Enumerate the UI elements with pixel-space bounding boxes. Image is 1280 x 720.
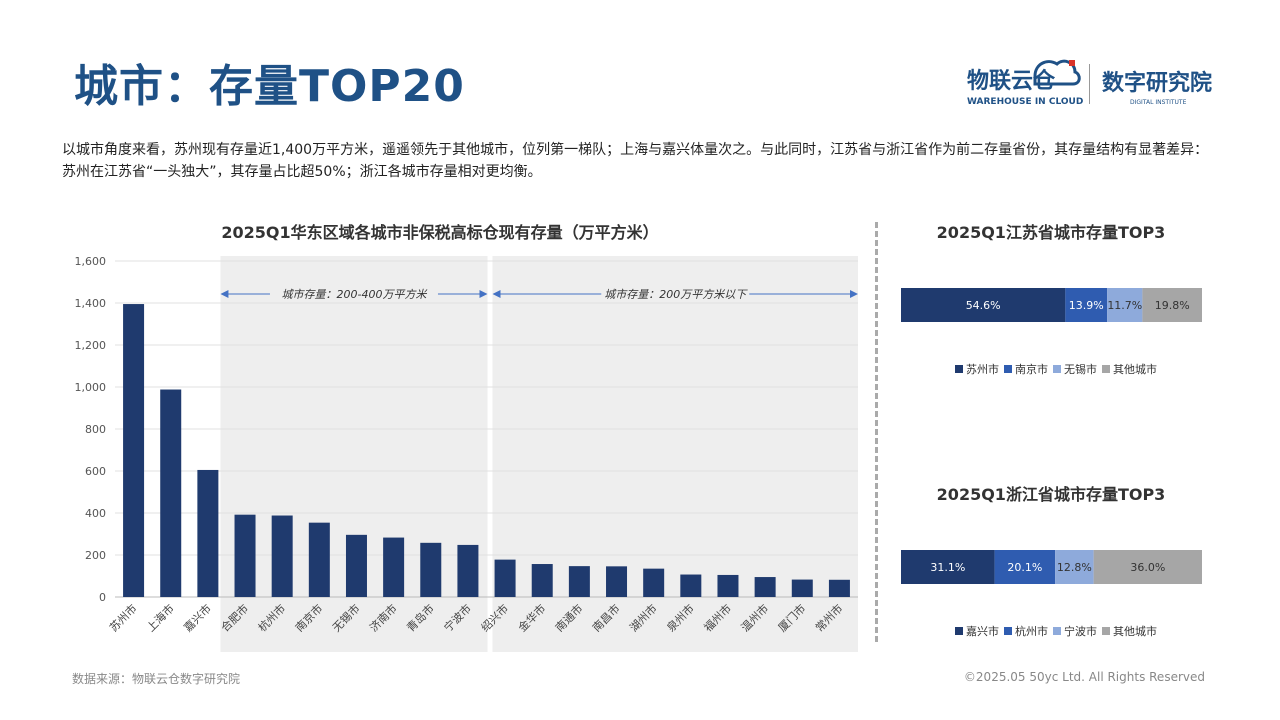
logo2-name: 数字研究院 [1102, 70, 1212, 96]
bar-嘉兴市 [197, 469, 219, 597]
zhejiang-title: 2025Q1浙江省城市存量TOP3 [937, 485, 1166, 504]
jiangsu-legend-label: 苏州市 [966, 362, 999, 376]
jiangsu-legend-label: 南京市 [1015, 362, 1048, 376]
bar-常州市 [828, 579, 850, 597]
y-tick-label: 1,200 [75, 339, 107, 352]
divider-dashed [875, 222, 878, 642]
jiangsu-segment-无锡市 [1107, 288, 1143, 322]
zhejiang-segment-其他城市 [1093, 550, 1202, 584]
jiangsu-stacked-chart: 2025Q1江苏省城市存量TOP3 54.6% 13.9% 11.7% 19.8% 苏州市… [901, 223, 1202, 376]
logo2-sub: DIGITAL INSTITUTE [1130, 99, 1187, 106]
data-source: 数据来源：物联云仓数字研究院 [72, 672, 241, 686]
annotation-under-200: 城市存量：200万平方米以下 [492, 288, 858, 301]
jiangsu-segment-南京市 [1065, 288, 1108, 322]
bar-南京市 [308, 522, 330, 597]
x-tick-label: 上海市 [144, 601, 177, 634]
annotation-200-400: 城市存量：200-400万平方米 [220, 288, 488, 301]
bar-上海市 [160, 389, 182, 597]
y-tick-label: 1,000 [75, 381, 107, 394]
zhejiang-legend-label: 嘉兴市 [966, 624, 999, 638]
page-title: 城市：存量TOP20 [74, 61, 465, 112]
zhejiang-legend-swatch [1004, 627, 1012, 635]
jiangsu-segment-label: 11.7% [1107, 299, 1142, 312]
zhejiang-segment-宁波市 [1055, 550, 1094, 584]
jiangsu-legend-label: 其他城市 [1113, 362, 1157, 376]
zhejiang-segment-label: 20.1% [1007, 561, 1042, 574]
y-tick-label: 1,400 [75, 297, 107, 310]
bar-南昌市 [606, 566, 628, 597]
wic-logo: 物联云仓 WAREHOUSE IN CLOUD [967, 59, 1083, 107]
zhejiang-legend-label: 其他城市 [1113, 624, 1157, 638]
zhejiang-legend-swatch [955, 627, 963, 635]
bar-金华市 [531, 564, 553, 597]
bar-湖州市 [643, 568, 665, 597]
y-tick-label: 200 [85, 549, 106, 562]
main-chart-title: 2025Q1华东区域各城市非保税高标仓现有存量（万平方米） [221, 223, 658, 242]
copyright: ©2025.05 50yc Ltd. All Rights Reserved [963, 670, 1205, 684]
zhejiang-segment-杭州市 [994, 550, 1056, 584]
zhejiang-legend-label: 宁波市 [1064, 624, 1097, 638]
jiangsu-segment-苏州市 [901, 288, 1066, 322]
bar-南通市 [568, 566, 590, 597]
x-tick-label: 嘉兴市 [181, 601, 214, 634]
jiangsu-legend-swatch [955, 365, 963, 373]
zhejiang-legend-label: 杭州市 [1015, 624, 1048, 638]
zhejiang-segment-嘉兴市 [901, 550, 995, 584]
jiangsu-segment-label: 13.9% [1069, 299, 1104, 312]
bar-福州市 [717, 574, 739, 597]
bar-绍兴市 [494, 559, 516, 597]
x-tick-label: 苏州市 [106, 601, 139, 634]
jiangsu-legend-label: 无锡市 [1064, 362, 1097, 376]
jiangsu-legend-swatch [1053, 365, 1061, 373]
annotation-200-400-text: 城市存量：200-400万平方米 [281, 288, 427, 301]
y-tick-label: 600 [85, 465, 106, 478]
y-tick-label: 400 [85, 507, 106, 520]
bar-温州市 [754, 577, 776, 597]
y-tick-label: 1,600 [75, 255, 107, 268]
logo-divider [1089, 64, 1090, 104]
jiangsu-legend-swatch [1004, 365, 1012, 373]
y-tick-label: 0 [99, 591, 106, 604]
bar-青岛市 [420, 542, 442, 597]
zhejiang-stacked-chart: 2025Q1浙江省城市存量TOP3 31.1% 20.1% 12.8% 36.0% 嘉兴市… [901, 485, 1202, 638]
institute-logo: 数字研究院 DIGITAL INSTITUTE [1102, 70, 1212, 106]
jiangsu-segment-label: 54.6% [966, 299, 1001, 312]
jiangsu-segment-其他城市 [1142, 288, 1202, 322]
bar-合肥市 [234, 514, 256, 597]
bar-厦门市 [791, 579, 813, 597]
jiangsu-segment-label: 19.8% [1155, 299, 1190, 312]
zhejiang-segment-label: 12.8% [1057, 561, 1092, 574]
logo1-sub: WAREHOUSE IN CLOUD [967, 97, 1083, 107]
description-text: 以城市角度来看，苏州现有存量近1,400万平方米，遥遥领先于其他城市，位列第一梯… [62, 142, 1209, 180]
logo1-name: 物联云仓 [967, 68, 1056, 94]
bar-宁波市 [457, 544, 479, 597]
zhejiang-legend-swatch [1102, 627, 1110, 635]
zhejiang-legend-swatch [1053, 627, 1061, 635]
annotation-under-200-text: 城市存量：200万平方米以下 [604, 288, 748, 301]
bar-无锡市 [345, 534, 367, 597]
zhejiang-segment-label: 31.1% [930, 561, 965, 574]
bar-济南市 [383, 537, 405, 597]
jiangsu-legend-swatch [1102, 365, 1110, 373]
main-bar-chart: 2025Q1华东区域各城市非保税高标仓现有存量（万平方米） 0 200 400 600 8… [75, 223, 858, 652]
zhejiang-segment-label: 36.0% [1130, 561, 1165, 574]
jiangsu-title: 2025Q1江苏省城市存量TOP3 [937, 223, 1166, 242]
y-tick-label: 800 [85, 423, 106, 436]
bar-苏州市 [123, 304, 145, 597]
bar-泉州市 [680, 574, 702, 597]
bar-杭州市 [271, 515, 293, 597]
